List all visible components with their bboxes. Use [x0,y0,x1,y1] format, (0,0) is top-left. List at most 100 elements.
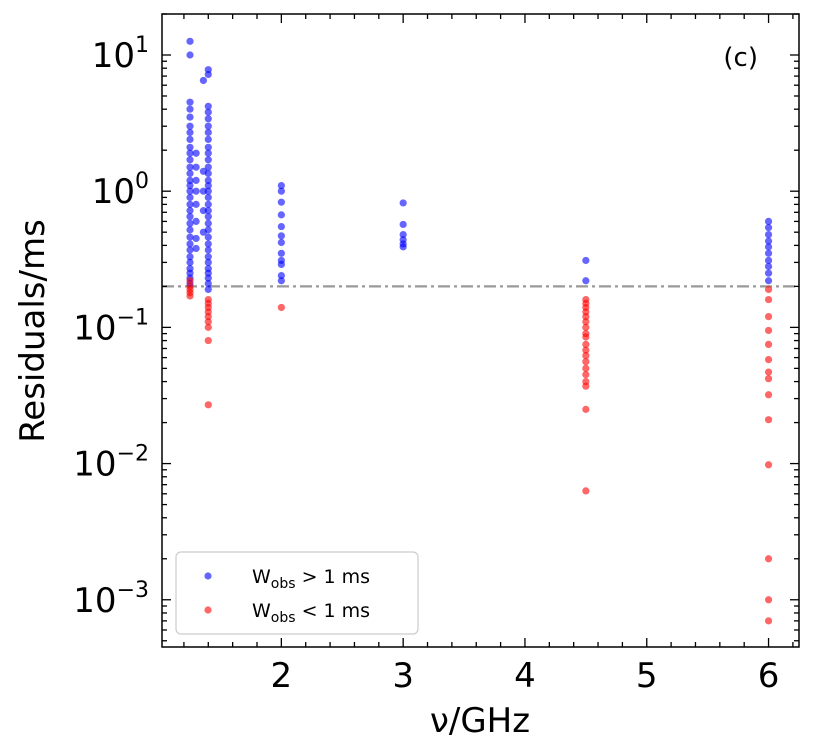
data-point [204,200,212,208]
data-point [582,277,590,285]
data-point [186,149,194,157]
data-point [204,269,212,277]
data-point [764,313,773,321]
data-point [764,461,773,469]
legend-label: Wobs < 1 ms [252,600,370,626]
data-point [764,375,773,383]
data-point [582,346,590,354]
data-point [764,391,773,399]
data-point [582,333,590,341]
y-tick-label: 10−1 [73,305,149,348]
data-point [277,222,285,231]
data-point [186,240,194,248]
data-point [186,258,194,266]
data-point [186,105,194,113]
data-point [582,313,590,321]
x-tick-label: 4 [514,656,536,696]
legend-marker [204,606,212,614]
data-point [399,243,407,251]
x-tick-label: 3 [392,656,414,696]
data-point [186,219,194,228]
data-point [764,224,773,232]
data-point [582,256,590,265]
data-point [277,303,285,312]
data-point [192,163,200,171]
data-point [582,323,590,331]
x-tick-label: 2 [271,656,293,696]
data-point [277,198,285,206]
data-point [186,253,194,261]
data-point [186,163,194,171]
data-point [204,285,212,294]
data-point [582,318,590,326]
data-point [192,217,200,226]
legend-marker [204,572,212,580]
data-point [582,487,590,495]
data-point [204,274,212,282]
y-tick-label: 10−3 [73,578,149,621]
data-point [764,231,773,239]
data-point [764,596,773,604]
data-point [204,226,212,234]
plot-frame [161,13,800,648]
data-point [277,260,285,269]
data-point [204,143,212,151]
data-point [204,135,212,144]
legend-box [175,551,419,635]
data-point [277,211,285,219]
data-point [764,249,773,257]
data-point [399,231,407,239]
x-axis-title: ν/GHz [430,701,530,741]
data-point [186,122,194,130]
data-point [186,98,194,106]
legend: Wobs > 1 ms Wobs < 1 ms [175,551,419,635]
data-point [186,113,194,121]
data-point [277,232,285,240]
data-point [204,318,212,326]
data-point [204,219,212,228]
y-tick-label: 10−2 [73,442,149,485]
data-point [186,292,194,300]
data-point [764,340,773,348]
y-tick-label: 101 [92,33,149,76]
data-point [186,37,194,45]
data-point [204,323,212,331]
data-point [204,336,212,345]
data-point [582,358,590,366]
data-point [764,555,773,563]
data-point [204,233,212,241]
data-point [764,217,773,226]
data-point [204,163,212,171]
panel-label: (c) [723,43,758,73]
data-point [399,220,407,229]
data-point [186,169,194,178]
data-point [192,234,200,243]
x-tick-label: 5 [636,656,658,696]
data-point [582,364,590,372]
data-point [204,102,212,110]
data-point [186,207,194,215]
data-point [204,176,212,185]
data-point [764,285,773,294]
axes: 2 3 4 5 6 10−3 10−2 10−1 100 101 [73,13,800,696]
data-point [204,279,212,288]
data-point [764,269,773,277]
data-point [204,169,212,178]
data-point [204,187,212,195]
data-point [204,207,212,215]
data-point [204,253,212,261]
data-point [582,405,590,413]
data-point [204,156,212,164]
data-point [186,226,194,234]
data-point [204,313,212,321]
x-tick-label: 6 [758,656,780,696]
data-point [186,213,194,221]
data-point [186,187,194,195]
legend-label: Wobs > 1 ms [252,566,370,592]
data-point [204,149,212,157]
data-point [582,352,590,360]
y-axis-title: Residuals/ms [13,219,53,443]
data-point [186,135,194,144]
data-point [399,199,407,207]
